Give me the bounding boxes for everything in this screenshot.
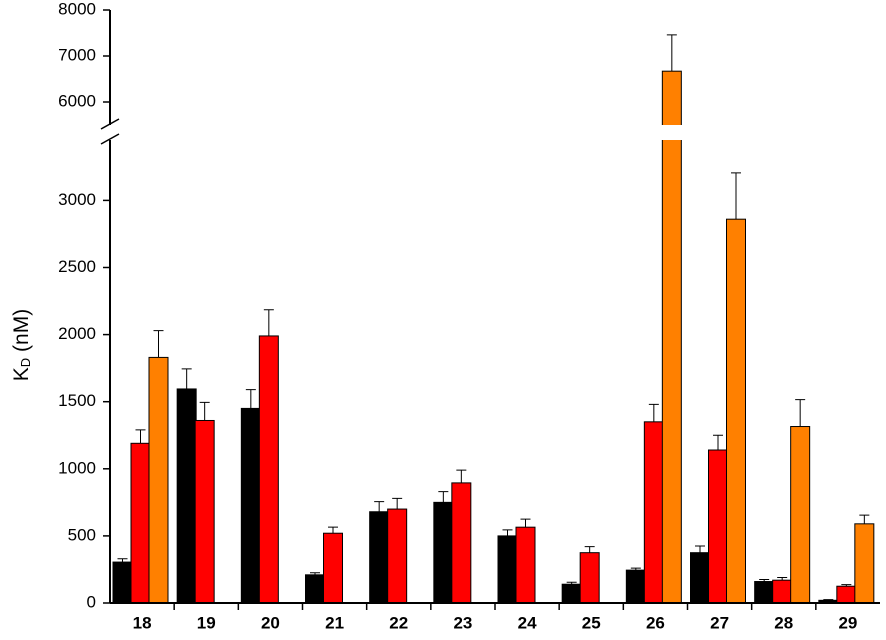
break-gap bbox=[661, 125, 683, 140]
y-label-rest: (nM) bbox=[10, 309, 33, 358]
error-bar bbox=[456, 469, 467, 483]
error-bar bbox=[630, 567, 641, 571]
error-bar bbox=[310, 572, 320, 575]
bar bbox=[176, 388, 197, 604]
bar bbox=[579, 552, 600, 604]
bar bbox=[561, 583, 582, 604]
bar bbox=[451, 482, 472, 604]
bar bbox=[690, 552, 710, 604]
bar bbox=[130, 442, 151, 604]
y-axis-label: KD (nM) bbox=[10, 309, 34, 381]
bar bbox=[194, 419, 215, 604]
y-tick-label: 7000 bbox=[58, 45, 96, 64]
error-bar bbox=[245, 389, 256, 409]
error-bar bbox=[135, 429, 146, 444]
x-tick-label: 24 bbox=[518, 613, 537, 632]
x-tick-label: 29 bbox=[838, 613, 857, 632]
error-bar bbox=[759, 579, 770, 582]
x-tick-label: 21 bbox=[325, 613, 344, 632]
x-tick-label: 19 bbox=[197, 613, 216, 632]
y-tick-label: 2500 bbox=[58, 257, 96, 276]
error-bar bbox=[713, 434, 723, 451]
x-tick-label: 25 bbox=[582, 613, 601, 632]
x-tick-label: 28 bbox=[774, 613, 793, 632]
error-bar bbox=[374, 501, 385, 512]
bar bbox=[836, 585, 857, 604]
bar bbox=[258, 335, 279, 604]
error-bar bbox=[666, 34, 677, 72]
error-bar bbox=[823, 599, 834, 601]
bar bbox=[240, 407, 261, 604]
bar bbox=[754, 581, 775, 604]
bar bbox=[369, 511, 390, 604]
bar bbox=[772, 579, 793, 604]
x-tick-label: 22 bbox=[389, 613, 408, 632]
x-tick-label: 27 bbox=[710, 613, 729, 632]
bar bbox=[625, 569, 646, 604]
error-bar bbox=[777, 577, 788, 581]
bar bbox=[148, 356, 169, 604]
error-bar bbox=[731, 172, 741, 220]
bar bbox=[112, 561, 133, 604]
error-bar bbox=[438, 491, 449, 503]
y-label-main: K bbox=[10, 367, 33, 381]
bar bbox=[726, 218, 746, 604]
axis-break bbox=[100, 118, 120, 145]
error-bar bbox=[566, 581, 577, 585]
bar bbox=[790, 426, 811, 604]
error-bar bbox=[695, 545, 705, 553]
error-bar bbox=[502, 529, 513, 536]
bar bbox=[497, 535, 518, 604]
error-bar bbox=[153, 330, 164, 358]
bar bbox=[433, 501, 454, 604]
error-bar bbox=[199, 401, 210, 421]
y-tick-label: 6000 bbox=[58, 91, 96, 110]
y-label-sub: D bbox=[18, 358, 33, 367]
error-bar bbox=[648, 403, 659, 422]
y-tick-label: 3000 bbox=[58, 190, 96, 209]
x-tick-label: 20 bbox=[261, 613, 280, 632]
y-tick-label: 2000 bbox=[58, 324, 96, 343]
error-bar bbox=[263, 309, 274, 336]
bar bbox=[515, 526, 536, 604]
error-bar bbox=[328, 526, 338, 534]
bar bbox=[661, 70, 682, 604]
bar bbox=[387, 508, 408, 604]
bar bbox=[708, 449, 728, 604]
bar bbox=[854, 523, 875, 604]
error-bar bbox=[520, 518, 531, 528]
error-bar bbox=[117, 558, 128, 563]
error-bar bbox=[584, 546, 595, 553]
error-bar bbox=[181, 368, 192, 389]
y-tick-label: 1500 bbox=[58, 391, 96, 410]
x-tick-label: 23 bbox=[453, 613, 472, 632]
x-tick-label: 26 bbox=[646, 613, 665, 632]
bar bbox=[323, 532, 343, 604]
x-tick-label: 18 bbox=[133, 613, 152, 632]
bar bbox=[643, 421, 664, 604]
error-bar bbox=[841, 584, 852, 587]
error-bar bbox=[795, 399, 806, 427]
error-bar bbox=[392, 497, 403, 510]
y-tick-label: 0 bbox=[87, 592, 96, 611]
y-tick-label: 500 bbox=[68, 525, 96, 544]
y-tick-label: 8000 bbox=[58, 0, 96, 18]
bar bbox=[305, 574, 325, 604]
error-bar bbox=[859, 514, 870, 524]
y-tick-label: 1000 bbox=[58, 458, 96, 477]
